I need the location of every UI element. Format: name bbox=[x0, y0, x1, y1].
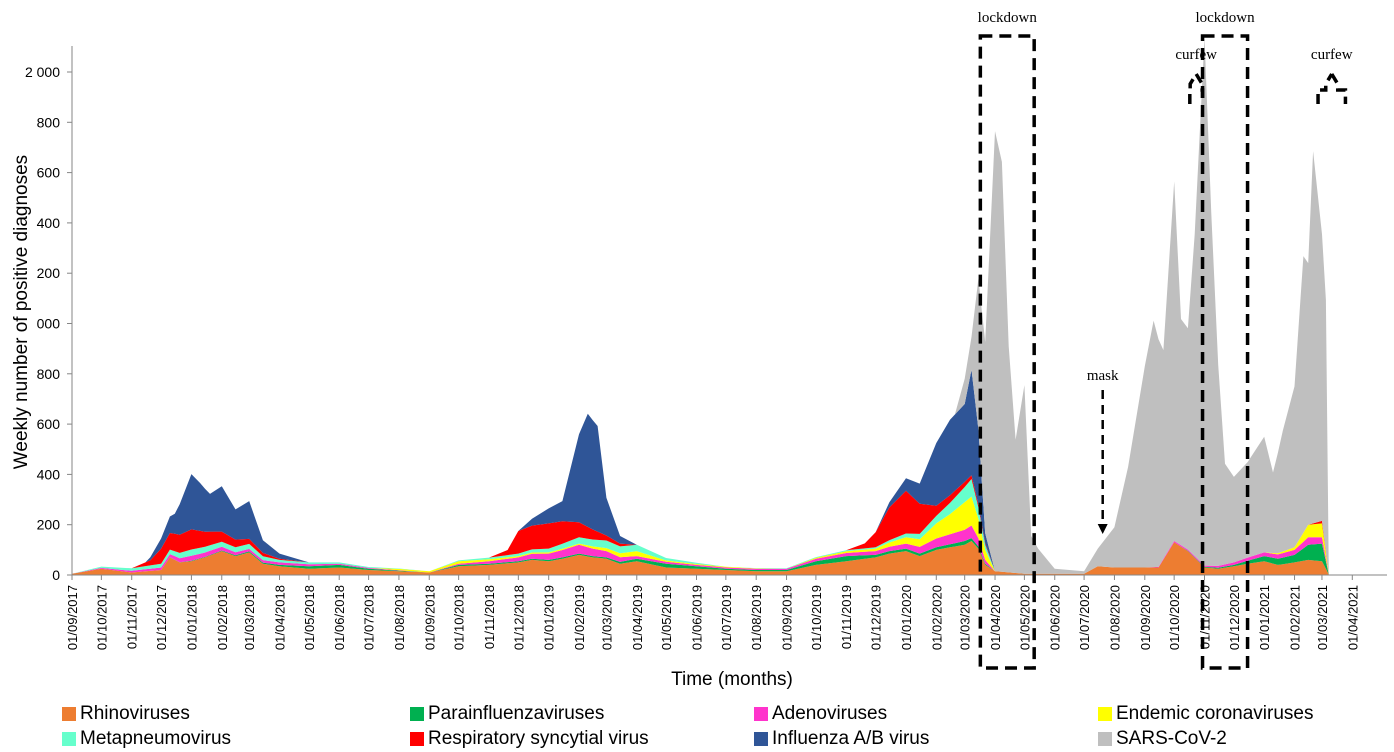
legend-swatch bbox=[1098, 732, 1112, 746]
y-tick-label: 200 bbox=[37, 517, 61, 533]
x-tick-label: 01/12/2017 bbox=[154, 585, 169, 650]
x-axis-title: Time (months) bbox=[671, 669, 793, 690]
x-tick-label: 01/07/2018 bbox=[362, 585, 377, 650]
legend-item: Parainfluenzaviruses bbox=[410, 702, 604, 726]
legend-label: Rhinoviruses bbox=[80, 703, 190, 724]
legend-swatch bbox=[62, 707, 76, 721]
legend-label: Metapneumovirus bbox=[80, 728, 232, 749]
x-tick-label: 01/06/2018 bbox=[332, 585, 347, 650]
x-tick-label: 01/09/2019 bbox=[780, 585, 795, 650]
mask-label: mask bbox=[1087, 368, 1119, 384]
curfew-label: curfew bbox=[1175, 47, 1217, 63]
y-tick-label: 400 bbox=[37, 466, 61, 482]
area-layer bbox=[72, 37, 1366, 575]
x-tick-label: 01/07/2020 bbox=[1077, 585, 1092, 650]
legend: Rhinoviruses Parainfluenzaviruses Adenovir… bbox=[62, 702, 1382, 752]
x-tick-label: 01/11/2020 bbox=[1198, 585, 1213, 649]
x-tick-label: 01/03/2021 bbox=[1315, 585, 1330, 650]
legend-item: Respiratory syncytial virus bbox=[410, 727, 649, 751]
x-tick-label: 01/03/2020 bbox=[958, 585, 973, 650]
x-tick-label: 01/04/2018 bbox=[273, 585, 288, 650]
annotation-overlay: lockdown lockdown curfew curfew mask bbox=[978, 10, 1353, 670]
legend-item: Adenoviruses bbox=[754, 702, 887, 726]
legend-swatch bbox=[754, 732, 768, 746]
x-tick-label: 01/01/2021 bbox=[1257, 585, 1272, 650]
x-tick-label: 01/02/2020 bbox=[929, 585, 944, 650]
legend-swatch bbox=[62, 732, 76, 746]
y-tick-label: 400 bbox=[37, 215, 61, 231]
x-tick-label: 01/02/2018 bbox=[215, 585, 230, 650]
x-tick-label: 01/05/2018 bbox=[302, 585, 317, 650]
y-tick-label: 200 bbox=[37, 265, 61, 281]
x-tick-label: 01/06/2020 bbox=[1048, 585, 1063, 650]
x-tick-label: 01/07/2019 bbox=[719, 585, 734, 650]
x-tick-label: 01/02/2019 bbox=[572, 585, 587, 650]
legend-swatch bbox=[1098, 707, 1112, 721]
x-tick-label: 01/10/2020 bbox=[1167, 585, 1182, 650]
x-tick-label: 01/04/2020 bbox=[988, 585, 1003, 650]
x-tick-label: 01/11/2019 bbox=[839, 585, 854, 649]
lockdown-box bbox=[978, 34, 1036, 670]
mask-arrow-head bbox=[1097, 524, 1108, 534]
x-tick-label: 01/12/2020 bbox=[1227, 585, 1242, 650]
legend-label: Endemic coronaviruses bbox=[1116, 703, 1314, 724]
legend-item: Influenza A/B virus bbox=[754, 727, 929, 751]
x-tick-label: 01/05/2020 bbox=[1017, 585, 1032, 650]
x-tick-label: 01/06/2019 bbox=[690, 585, 705, 650]
x-tick-label: 01/08/2018 bbox=[392, 585, 407, 650]
x-tick-label: 01/08/2020 bbox=[1107, 585, 1122, 650]
y-tick-label: 000 bbox=[37, 316, 61, 332]
legend-swatch bbox=[410, 732, 424, 746]
x-tick-label: 01/09/2017 bbox=[65, 585, 80, 650]
lockdown-label: lockdown bbox=[978, 10, 1038, 26]
curfew-bracket bbox=[1316, 73, 1348, 104]
x-tick-label: 01/10/2017 bbox=[94, 585, 109, 650]
x-tick-label: 01/10/2019 bbox=[809, 585, 824, 650]
y-tick-label: 800 bbox=[37, 366, 61, 382]
x-tick-label: 01/01/2020 bbox=[899, 585, 914, 650]
legend-label: Respiratory syncytial virus bbox=[428, 728, 649, 749]
x-tick-label: 01/03/2018 bbox=[242, 585, 257, 650]
lockdown-label: lockdown bbox=[1195, 10, 1255, 26]
legend-label: SARS-CoV-2 bbox=[1116, 728, 1227, 749]
chart: 0 200 400 600 800 000 200 400 600 800 2 000 01/09/2… bbox=[11, 10, 1387, 690]
area-series-rhinoviruses bbox=[72, 541, 1366, 575]
legend-item: Endemic coronaviruses bbox=[1098, 702, 1313, 726]
x-tick-label: 01/04/2019 bbox=[630, 585, 645, 650]
y-tick-label: 800 bbox=[37, 114, 61, 130]
x-tick-label: 01/01/2019 bbox=[542, 585, 557, 650]
x-tick-label: 01/01/2018 bbox=[184, 585, 199, 650]
legend-label: Parainfluenzaviruses bbox=[428, 703, 605, 724]
x-tick-label: 01/03/2019 bbox=[599, 585, 614, 650]
legend-swatch bbox=[754, 707, 768, 721]
y-axis-title: Weekly number of positive diagnoses bbox=[11, 155, 32, 469]
legend-item: Metapneumovirus bbox=[62, 727, 231, 751]
y-tick-label: 0 bbox=[52, 567, 60, 583]
lockdown-box bbox=[1200, 34, 1250, 670]
legend-item: Rhinoviruses bbox=[62, 702, 190, 726]
curfew-label: curfew bbox=[1311, 47, 1353, 63]
x-tick-label: 01/10/2018 bbox=[452, 585, 467, 650]
legend-label: Influenza A/B virus bbox=[772, 728, 930, 749]
x-tick-label: 01/12/2018 bbox=[511, 585, 526, 650]
x-tick-label: 01/09/2020 bbox=[1138, 585, 1153, 650]
x-tick-label: 01/04/2021 bbox=[1345, 585, 1360, 650]
legend-swatch bbox=[410, 707, 424, 721]
x-tick-label: 01/08/2019 bbox=[749, 585, 764, 650]
x-tick-label: 01/11/2017 bbox=[125, 585, 140, 649]
x-tick-label: 01/05/2019 bbox=[659, 585, 674, 650]
y-tick-label: 2 000 bbox=[25, 64, 60, 80]
legend-label: Adenoviruses bbox=[772, 703, 888, 724]
legend-item: SARS-CoV-2 bbox=[1098, 727, 1227, 751]
area-series-sars-cov-2 bbox=[72, 37, 1366, 575]
x-tick-label: 01/11/2018 bbox=[482, 585, 497, 649]
axis-layer: 0 200 400 600 800 000 200 400 600 800 2 000 01/09/2… bbox=[25, 46, 1387, 650]
x-tick-label: 01/12/2019 bbox=[869, 585, 884, 650]
y-tick-label: 600 bbox=[37, 416, 61, 432]
x-tick-label: 01/02/2021 bbox=[1288, 585, 1303, 650]
curfew-bracket bbox=[1188, 73, 1205, 104]
y-tick-label: 600 bbox=[37, 165, 61, 181]
x-tick-label: 01/09/2018 bbox=[422, 585, 437, 650]
